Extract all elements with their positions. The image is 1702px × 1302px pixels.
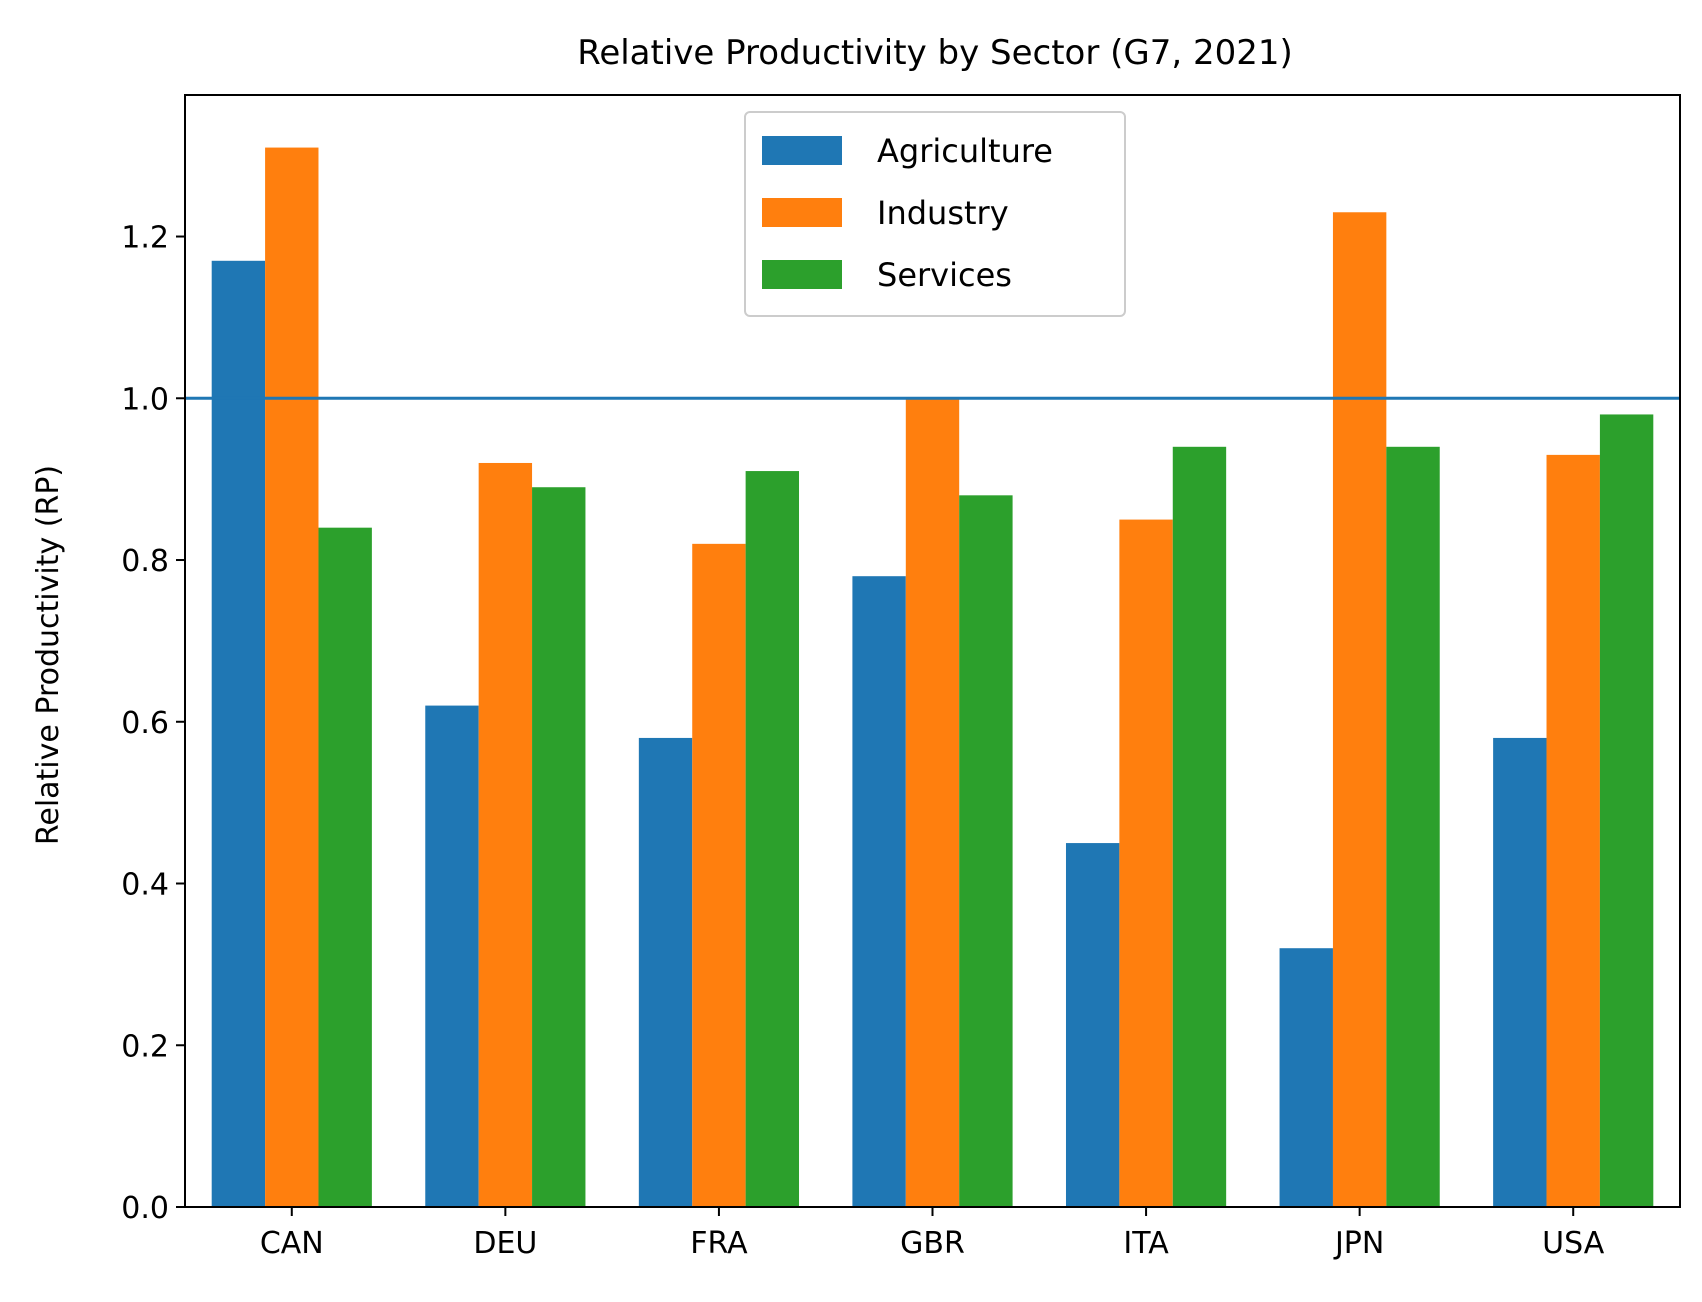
bar-agriculture-ita xyxy=(1065,843,1120,1207)
bar-industry-jpn xyxy=(1332,212,1387,1208)
bar-industry-ita xyxy=(1119,519,1173,1207)
bar-industry-can xyxy=(265,147,319,1208)
bar-agriculture-usa xyxy=(1493,737,1547,1207)
legend: Agriculture Industry Services xyxy=(744,111,1126,317)
x-tick-label: CAN xyxy=(260,1226,324,1261)
legend-swatch-agriculture xyxy=(762,136,842,165)
x-tick-label: JPN xyxy=(1333,1226,1384,1261)
bar-industry-usa xyxy=(1546,454,1600,1207)
bar-industry-gbr xyxy=(905,398,960,1208)
bar-agriculture-can xyxy=(211,260,266,1208)
y-tick-label: 0.4 xyxy=(121,868,169,903)
bar-services-can xyxy=(318,527,372,1207)
y-axis: 0.0 0.2 0.4 0.6 0.8 1.0 1.2 xyxy=(121,221,185,1226)
chart-title: Relative Productivity by Sector (G7, 202… xyxy=(577,33,1293,73)
x-tick-label: FRA xyxy=(690,1226,748,1261)
legend-swatch-services xyxy=(762,260,842,289)
x-tick-label: ITA xyxy=(1123,1226,1169,1261)
x-tick-label: GBR xyxy=(900,1226,965,1261)
bar-services-deu xyxy=(532,487,586,1207)
bars-group xyxy=(211,147,1654,1208)
x-tick-label: DEU xyxy=(473,1226,537,1261)
bar-services-ita xyxy=(1172,446,1227,1207)
bar-industry-deu xyxy=(478,462,533,1207)
legend-label-services: Services xyxy=(877,256,1012,294)
bar-agriculture-fra xyxy=(638,737,693,1207)
x-tick-label: USA xyxy=(1542,1226,1605,1261)
bar-agriculture-deu xyxy=(425,705,479,1207)
y-tick-label: 0.2 xyxy=(121,1029,169,1064)
y-tick-label: 1.0 xyxy=(121,382,169,417)
bar-services-gbr xyxy=(959,495,1013,1207)
legend-label-agriculture: Agriculture xyxy=(877,132,1053,170)
y-tick-label: 0.8 xyxy=(121,544,169,579)
legend-label-industry: Industry xyxy=(877,194,1009,232)
bar-services-fra xyxy=(745,471,800,1207)
y-tick-label: 0.0 xyxy=(121,1191,169,1226)
bar-services-jpn xyxy=(1386,446,1440,1207)
bar-agriculture-jpn xyxy=(1279,948,1333,1207)
bar-agriculture-gbr xyxy=(852,576,906,1207)
y-tick-label: 0.6 xyxy=(121,706,169,741)
bar-services-usa xyxy=(1599,414,1654,1207)
legend-swatch-industry xyxy=(762,198,842,227)
y-tick-label: 1.2 xyxy=(121,221,169,256)
bar-industry-fra xyxy=(692,543,746,1207)
x-axis: CAN DEU FRA GBR ITA JPN USA xyxy=(260,1207,1605,1261)
y-axis-label: Relative Productivity (RP) xyxy=(31,465,66,845)
